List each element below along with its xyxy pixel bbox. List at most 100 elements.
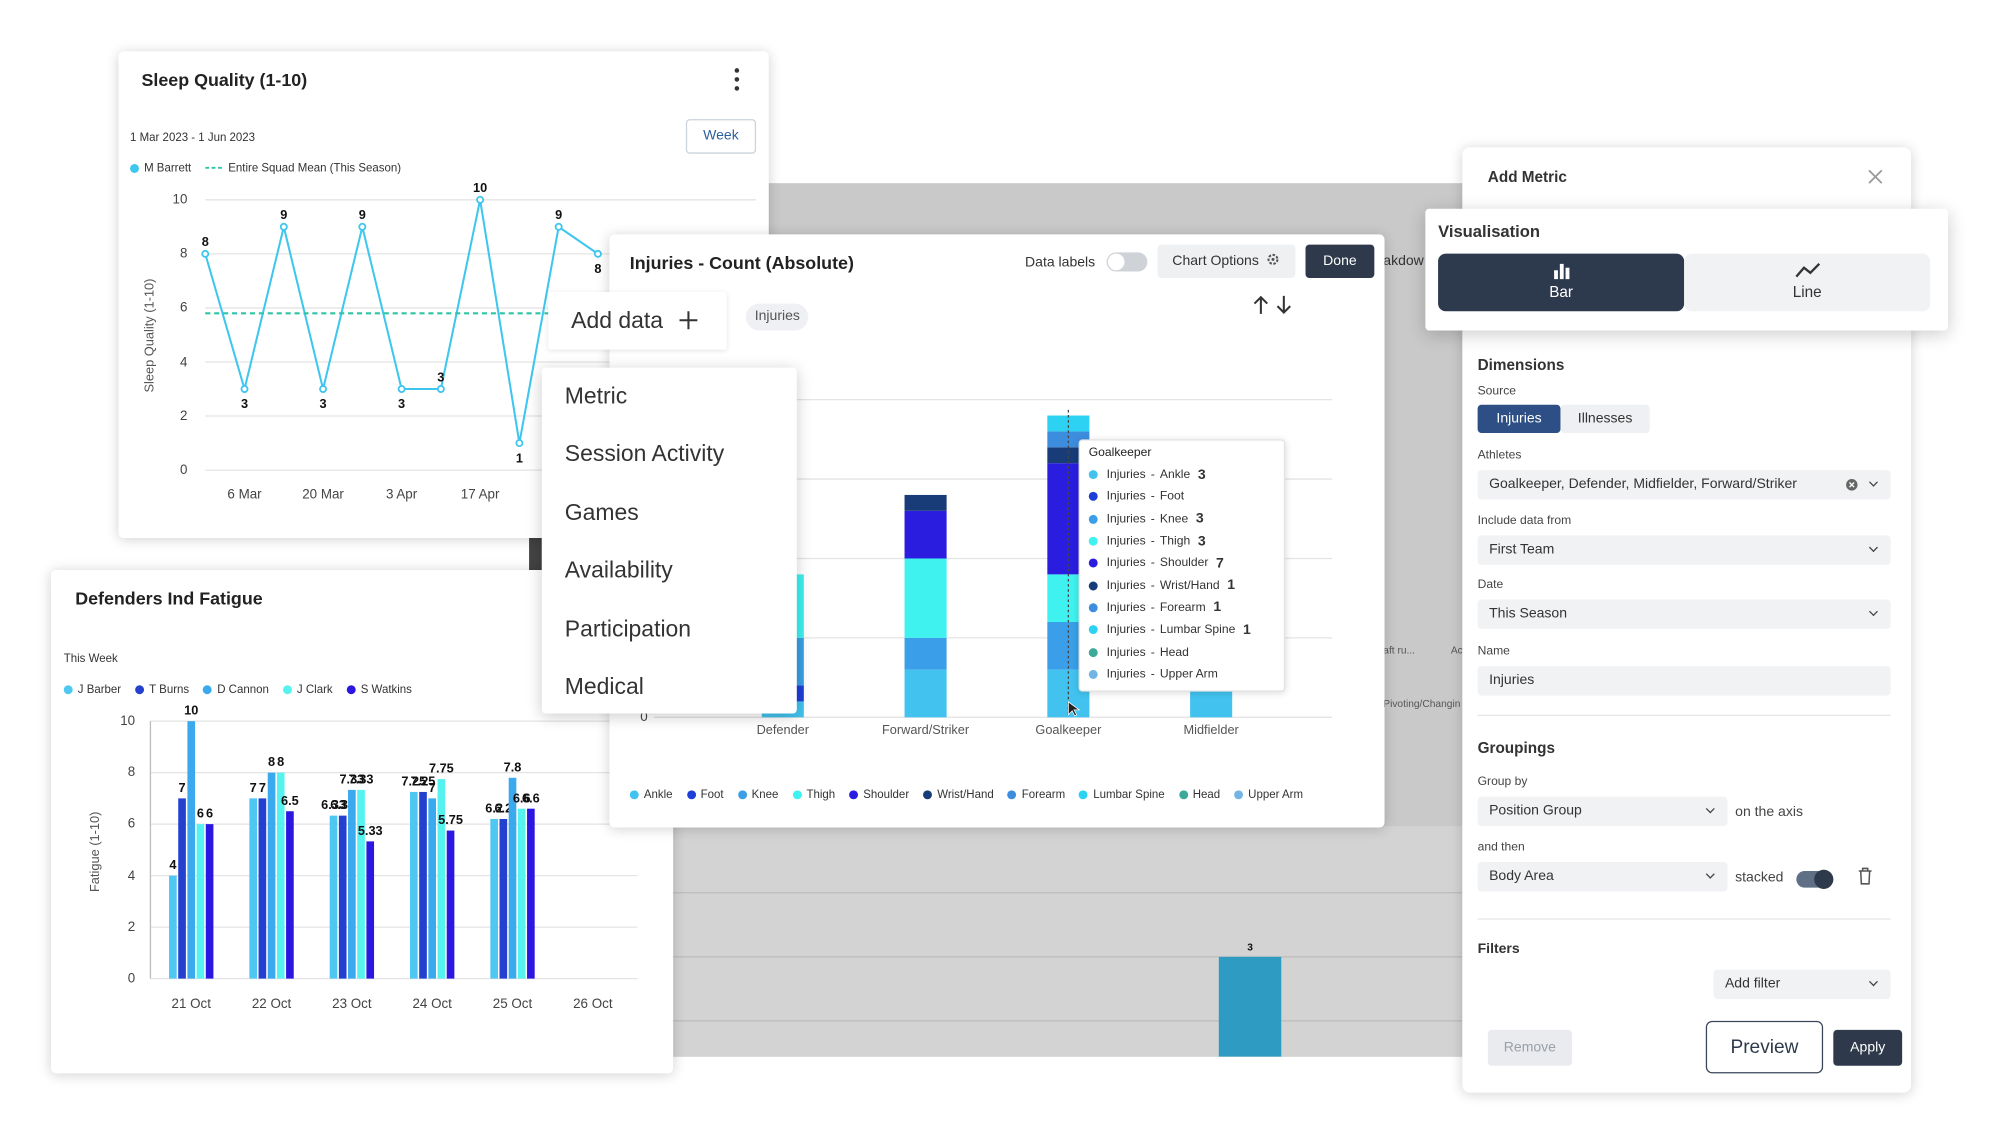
stacked-toggle[interactable] bbox=[1796, 869, 1834, 889]
legend-label: S Watkins bbox=[360, 682, 412, 696]
date-select[interactable]: This Season bbox=[1477, 599, 1891, 629]
data-label: 6 bbox=[197, 806, 204, 821]
panel-title: Add Metric bbox=[1487, 167, 1567, 186]
chevron bbox=[1705, 804, 1715, 814]
preview-button[interactable]: Preview bbox=[1705, 1020, 1824, 1074]
select-value: Add filter bbox=[1724, 976, 1781, 992]
legend-label: J Barber bbox=[77, 682, 122, 696]
data-label: 6.6 bbox=[522, 790, 540, 805]
athletes-select[interactable]: Goalkeeper, Defender, Midfielder, Forwar… bbox=[1477, 470, 1891, 500]
x-tick-label: 24 Oct bbox=[412, 996, 452, 1012]
bar bbox=[329, 815, 338, 979]
source-option[interactable]: Injuries bbox=[1477, 404, 1561, 433]
source-chip[interactable]: Injuries bbox=[745, 303, 809, 331]
legend-marker bbox=[203, 684, 213, 694]
field-label: and then bbox=[1477, 840, 1525, 855]
legend-item: Lumbar Spine bbox=[1079, 788, 1165, 801]
button-text: Add data bbox=[571, 307, 664, 334]
x-tick-label: Defender bbox=[756, 723, 810, 738]
section-heading: Visualisation bbox=[1438, 221, 1541, 241]
name-input[interactable]: Injuries bbox=[1477, 666, 1891, 696]
source-option[interactable]: Illnesses bbox=[1560, 404, 1650, 433]
data-label: 8 bbox=[268, 754, 275, 769]
point bbox=[358, 222, 367, 231]
tooltip-prefix: Injuries bbox=[1106, 512, 1146, 527]
remove-button[interactable]: Remove bbox=[1487, 1029, 1572, 1066]
menu-item[interactable]: Session Activity bbox=[564, 441, 725, 467]
tooltip-row: Injuries - Ankle 3 bbox=[1088, 464, 1275, 486]
legend-marker bbox=[849, 789, 859, 799]
point bbox=[201, 249, 210, 258]
legend-label: Knee bbox=[751, 787, 779, 801]
bar bbox=[366, 841, 375, 979]
field-label: Include data from bbox=[1477, 513, 1572, 528]
bar bbox=[410, 791, 418, 979]
legend-label: Foot bbox=[700, 787, 724, 801]
data-label: 7.33 bbox=[349, 771, 374, 786]
sort-arrows[interactable] bbox=[1252, 293, 1303, 316]
add-data-button[interactable]: Add data bbox=[548, 292, 727, 350]
menu-item[interactable]: Availability bbox=[564, 557, 673, 584]
delete-icon[interactable] bbox=[1858, 867, 1873, 885]
x-tick-label: 3 Apr bbox=[385, 486, 418, 503]
add-filter-select[interactable]: Add filter bbox=[1713, 969, 1891, 1000]
group-by-select[interactable]: Position Group bbox=[1477, 796, 1728, 827]
bar-option[interactable]: Bar bbox=[1438, 253, 1685, 312]
chart-options-button[interactable]: Chart Options bbox=[1157, 244, 1296, 278]
bar bbox=[267, 772, 276, 979]
x-tick-label: 22 Oct bbox=[251, 996, 292, 1012]
data-label: 6.6 bbox=[513, 790, 531, 805]
period-button[interactable]: Week bbox=[685, 119, 757, 154]
legend-marker bbox=[923, 789, 933, 799]
tooltip-separator: - bbox=[1150, 667, 1155, 682]
bar-icon bbox=[1553, 263, 1569, 280]
then-select[interactable]: Body Area bbox=[1477, 862, 1728, 892]
legend-item: Foot bbox=[686, 787, 724, 801]
point bbox=[240, 385, 249, 393]
tooltip-separator: - bbox=[1150, 578, 1155, 593]
x-tick-label: 21 Oct bbox=[171, 996, 211, 1012]
clear-icon[interactable] bbox=[1846, 479, 1858, 491]
data-label: 5.33 bbox=[358, 823, 383, 838]
data-labels-toggle[interactable] bbox=[1106, 252, 1148, 272]
done-button[interactable]: Done bbox=[1305, 244, 1375, 278]
data-label: 7.33 bbox=[339, 771, 364, 786]
card-title: Sleep Quality (1-10) bbox=[141, 69, 308, 90]
background-label: aft ru... bbox=[1383, 644, 1416, 656]
background-plot: 3 bbox=[611, 826, 1467, 1057]
legend-marker bbox=[686, 789, 696, 799]
kebab-menu[interactable] bbox=[733, 67, 741, 93]
data-label: 9 bbox=[280, 207, 287, 222]
x-tick-label: 20 Mar bbox=[302, 486, 344, 503]
tooltip-name: Foot bbox=[1159, 489, 1185, 504]
line-option[interactable]: Line bbox=[1684, 253, 1931, 312]
point bbox=[436, 385, 445, 393]
data-label: 5.75 bbox=[438, 812, 463, 827]
legend-label: Shoulder bbox=[863, 787, 910, 801]
legend-label: Forearm bbox=[1021, 787, 1066, 801]
legend-item: M Barrett bbox=[130, 161, 191, 174]
menu-item[interactable]: Participation bbox=[564, 615, 692, 642]
background-strip bbox=[529, 537, 542, 571]
close-icon[interactable] bbox=[1868, 169, 1883, 184]
bar bbox=[1218, 956, 1282, 1057]
option-label: Line bbox=[1792, 283, 1822, 302]
menu-item[interactable]: Metric bbox=[564, 382, 628, 409]
menu-item[interactable]: Medical bbox=[564, 673, 644, 700]
x-tick-label: Goalkeeper bbox=[1035, 723, 1102, 738]
background-label: akdow bbox=[1383, 253, 1424, 269]
legend-item: J Clark bbox=[282, 683, 333, 696]
bar-segment bbox=[904, 510, 947, 559]
apply-button[interactable]: Apply bbox=[1833, 1029, 1903, 1066]
card-title: Injuries - Count (Absolute) bbox=[629, 252, 854, 273]
bar bbox=[357, 789, 365, 979]
field-label: Name bbox=[1477, 644, 1510, 659]
bar bbox=[527, 808, 535, 979]
cursor bbox=[1067, 701, 1081, 717]
background-lower bbox=[611, 826, 1467, 1057]
bar-segment bbox=[904, 637, 947, 670]
menu-list: Metric Session Activity Games Availabili… bbox=[542, 368, 797, 717]
menu-item[interactable]: Games bbox=[564, 499, 639, 525]
include-select[interactable]: First Team bbox=[1477, 535, 1891, 565]
